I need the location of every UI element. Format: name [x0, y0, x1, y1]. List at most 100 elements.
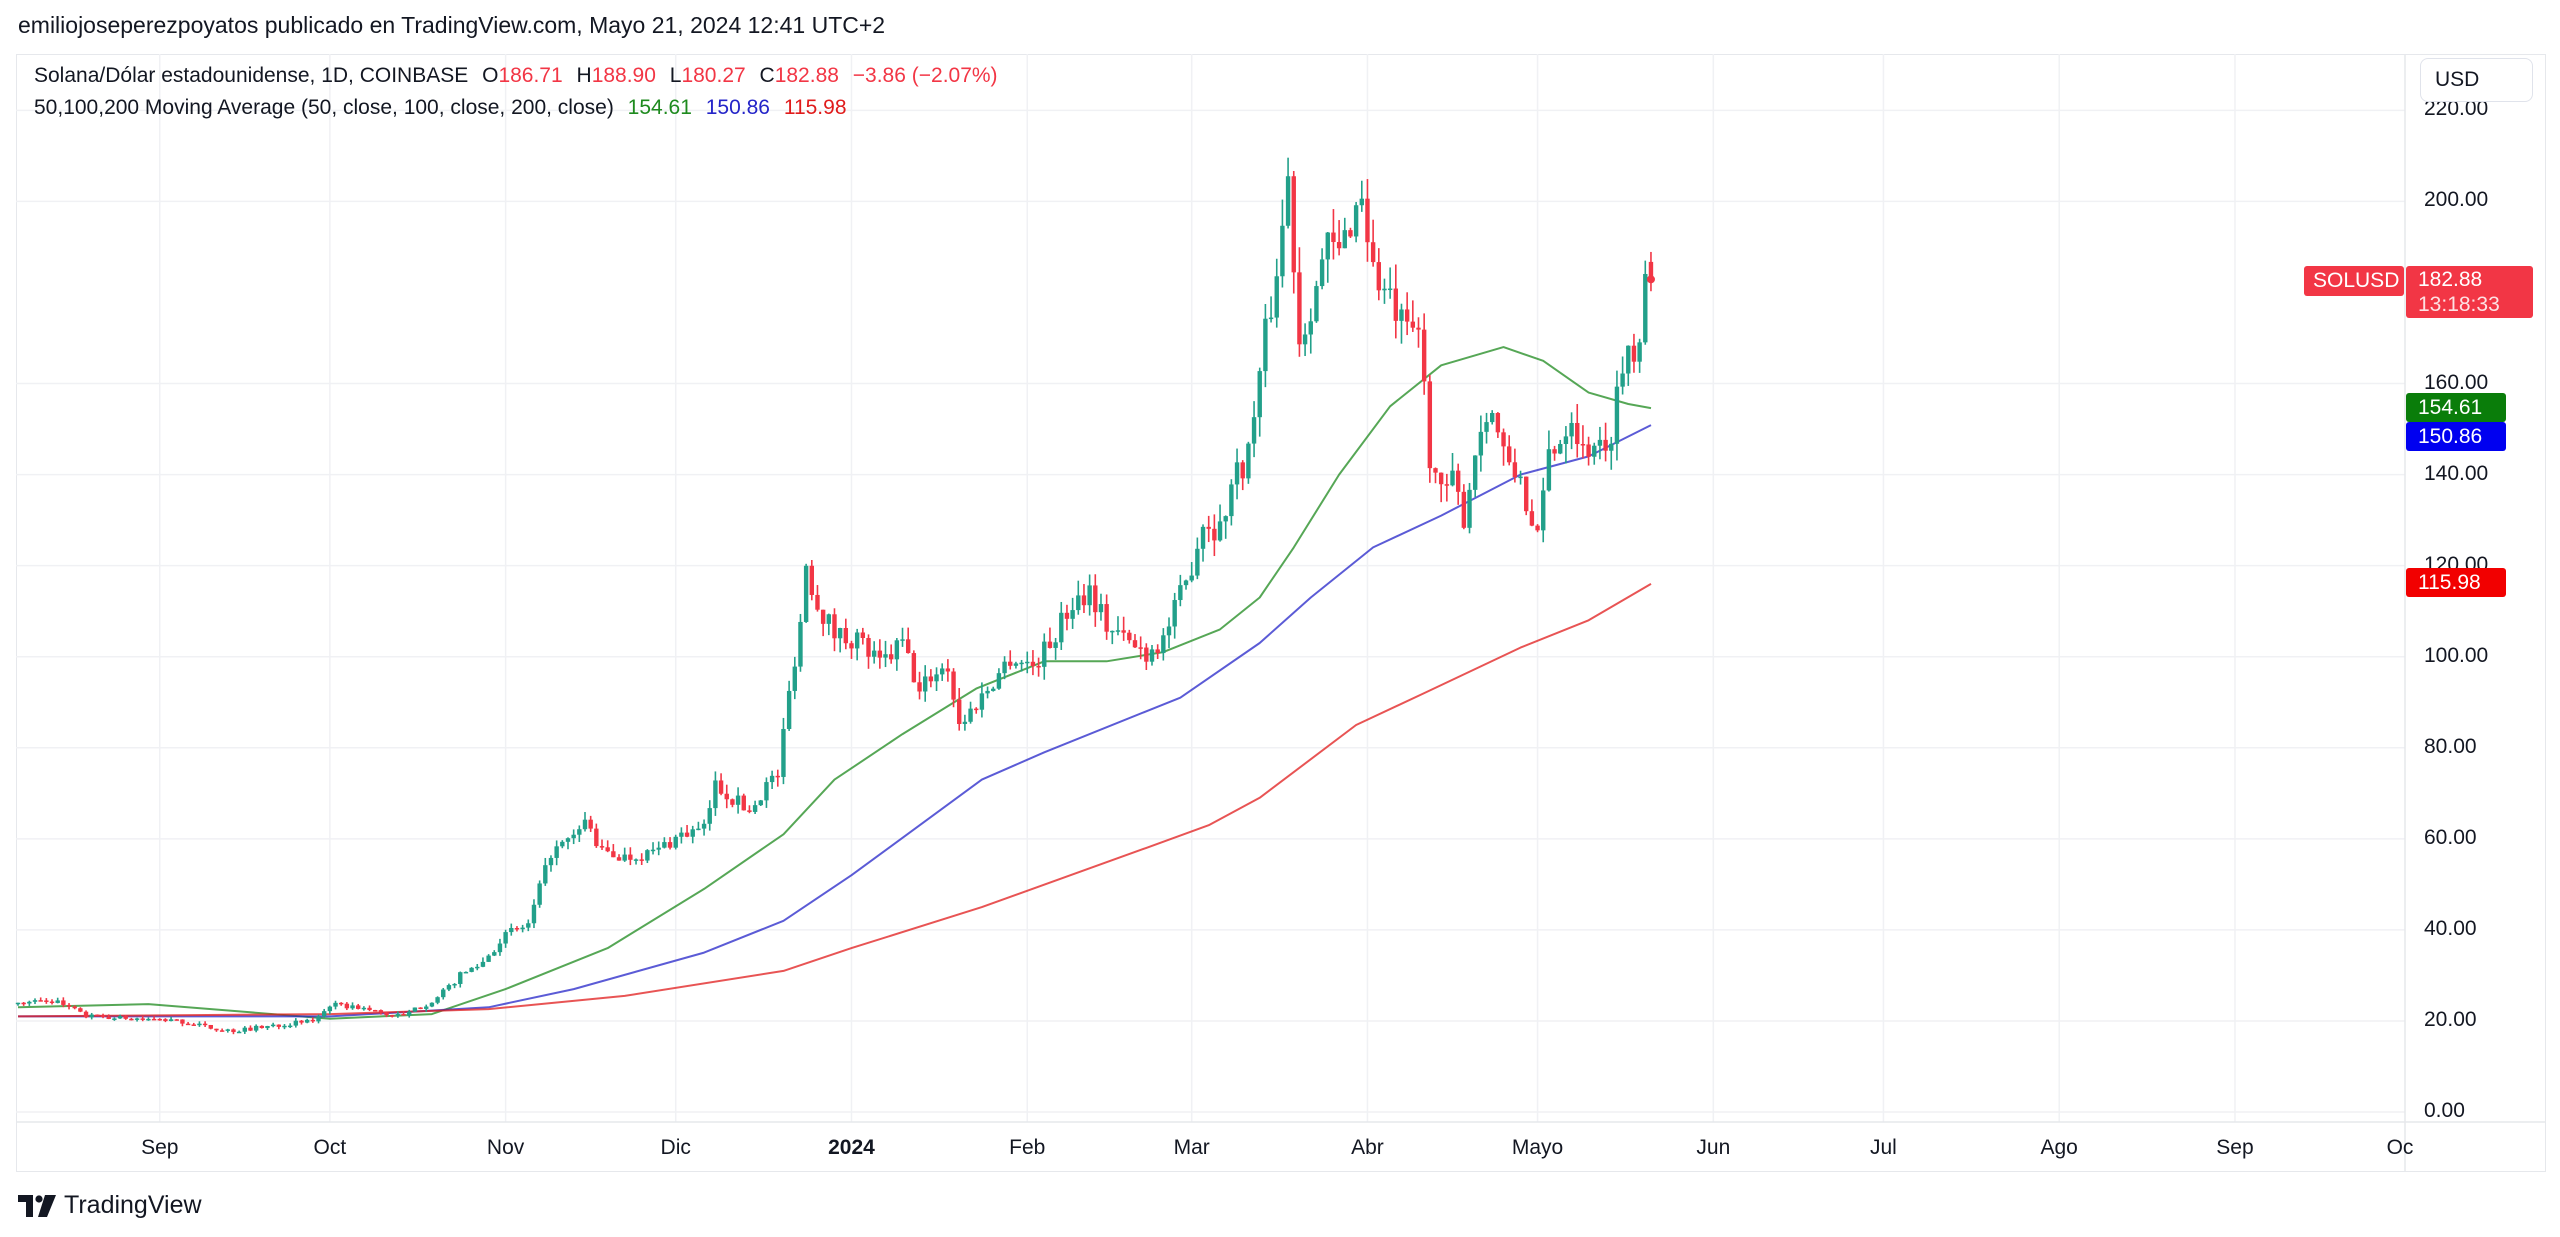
candle	[934, 667, 939, 692]
candle	[645, 849, 650, 864]
candle	[781, 717, 786, 785]
candle-body	[1008, 661, 1013, 666]
symbol-legend[interactable]: Solana/Dólar estadounidense, 1D, COINBAS…	[34, 64, 1006, 88]
candle-body	[781, 728, 786, 777]
price-tick-label: 160.00	[2424, 370, 2489, 394]
publish-info: emiliojoseperezpoyatos publicado en Trad…	[18, 12, 886, 38]
candle-body	[1274, 276, 1279, 318]
last-price-tag: 182.88 13:18:33	[2406, 266, 2533, 318]
candle-body	[1529, 511, 1535, 526]
price-tick-label: 80.00	[2424, 734, 2477, 758]
candle-body	[480, 961, 486, 967]
candle-body	[1229, 484, 1234, 517]
candle	[1127, 629, 1132, 644]
candle	[1495, 412, 1501, 438]
candle	[1648, 251, 1654, 292]
candle	[1416, 317, 1421, 348]
candle	[1643, 260, 1648, 345]
candle	[1382, 278, 1387, 304]
candle	[151, 1016, 157, 1021]
candle	[786, 680, 792, 731]
open-value: 186.71	[498, 64, 563, 87]
candle	[390, 1014, 395, 1018]
candle-body	[21, 1002, 26, 1005]
change-value: −3.86 (−2.07%)	[852, 64, 998, 87]
candle-body	[730, 799, 735, 805]
candle	[1484, 412, 1489, 444]
candle-body	[395, 1014, 401, 1016]
candle	[1195, 537, 1200, 580]
candle-body	[503, 932, 508, 944]
candle	[441, 987, 446, 1000]
candle	[1478, 415, 1484, 472]
candle-body	[928, 676, 934, 682]
candle-body	[1609, 443, 1614, 451]
candle	[514, 926, 520, 932]
candle	[424, 1004, 429, 1012]
candle-body	[55, 1000, 60, 1003]
candle	[89, 1012, 94, 1020]
candle-body	[401, 1014, 406, 1016]
candle	[724, 784, 729, 809]
tradingview-logo[interactable]: TradingView	[18, 1191, 202, 1220]
candle-body	[100, 1015, 106, 1017]
candle	[157, 1018, 162, 1021]
candle-body	[38, 1000, 43, 1002]
candle	[650, 842, 656, 855]
ma-title: 50,100,200 Moving Average (50, close, 10…	[34, 96, 614, 119]
candle	[747, 805, 752, 814]
candle	[1081, 584, 1087, 614]
candle-body	[151, 1018, 157, 1021]
candle	[1365, 179, 1370, 262]
candle	[991, 686, 996, 692]
candle-body	[1308, 321, 1313, 335]
currency-button[interactable]: USD	[2420, 58, 2533, 102]
candle-body	[163, 1019, 168, 1022]
candle	[1132, 634, 1138, 648]
candle	[44, 998, 49, 1004]
candle	[163, 1018, 168, 1023]
candle-body	[911, 653, 917, 683]
candle	[554, 840, 559, 866]
ma-legend[interactable]: 50,100,200 Moving Average (50, close, 10…	[34, 96, 855, 120]
candle	[1053, 637, 1058, 660]
candle	[577, 825, 582, 842]
candle-body	[1484, 422, 1489, 432]
candle-body	[15, 1002, 21, 1005]
candle-body	[832, 614, 837, 639]
candle-body	[1234, 462, 1240, 485]
candle	[1059, 601, 1064, 651]
candle	[469, 967, 474, 973]
candle-body	[418, 1007, 423, 1010]
candle-body	[140, 1018, 145, 1020]
candle-body	[509, 927, 514, 933]
candle	[1569, 412, 1574, 450]
candle	[367, 1005, 372, 1012]
candle	[327, 1005, 333, 1015]
candle-body	[1450, 470, 1455, 486]
candle-body	[1563, 436, 1569, 444]
candle	[962, 714, 968, 731]
candle	[208, 1024, 213, 1030]
candle-body	[713, 780, 718, 809]
candle-body	[594, 828, 599, 847]
candle	[1280, 199, 1285, 288]
candle-body	[1161, 635, 1166, 654]
candle	[866, 634, 871, 669]
candle	[265, 1025, 270, 1030]
candle-body	[1535, 525, 1540, 531]
candle	[656, 841, 661, 856]
candle	[333, 1000, 338, 1010]
candle	[667, 837, 673, 850]
candle	[917, 671, 922, 700]
candle-body	[61, 1000, 66, 1005]
candle-body	[684, 832, 690, 837]
candle	[1546, 430, 1552, 492]
low-value: 180.27	[681, 64, 746, 87]
candle	[1042, 633, 1047, 680]
candle-body	[1631, 345, 1637, 362]
candle-body	[1314, 286, 1319, 322]
candle	[384, 1011, 389, 1018]
candle	[1200, 524, 1206, 562]
